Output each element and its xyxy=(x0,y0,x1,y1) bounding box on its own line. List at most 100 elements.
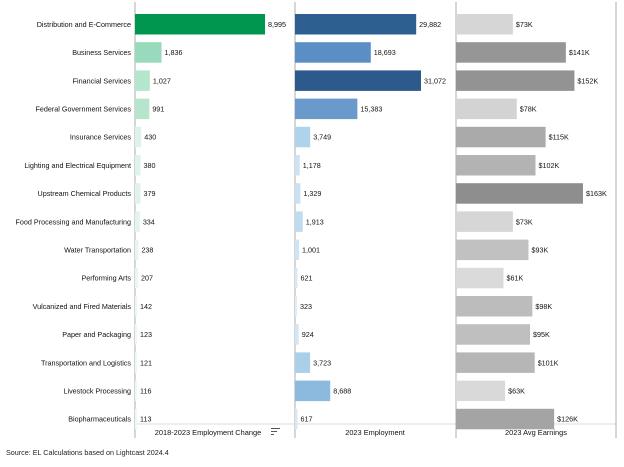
data-label: 142 xyxy=(140,302,152,311)
sort-descending-icon[interactable] xyxy=(271,428,280,436)
bar xyxy=(456,70,575,91)
data-label: 1,178 xyxy=(303,161,321,170)
data-label: 621 xyxy=(301,274,313,283)
bar xyxy=(295,126,311,148)
data-label: $73K xyxy=(516,217,533,226)
data-label: 1,001 xyxy=(302,245,320,254)
bar xyxy=(295,267,298,289)
category-label: Paper and Packaging xyxy=(62,330,131,339)
column-title: 2018-2023 Employment Change xyxy=(155,428,261,437)
data-label: 8,995 xyxy=(268,20,286,29)
bar xyxy=(295,70,421,91)
bar xyxy=(456,211,513,232)
data-label: 1,836 xyxy=(165,48,183,57)
category-label: Upstream Chemical Products xyxy=(38,189,132,198)
bar xyxy=(456,155,536,176)
data-label: 323 xyxy=(300,302,312,311)
panel-separators xyxy=(134,2,617,438)
panel-employment-change: 8,995 1,836 1,027 991 430 380 379 334 238 207 142 1… xyxy=(135,14,286,430)
bar xyxy=(456,126,546,148)
data-label: 380 xyxy=(143,161,155,170)
panel-avg-earnings: $73K $141K $152K $78K $115K $102K $163K $73K $93… xyxy=(456,14,607,430)
bar xyxy=(135,211,140,232)
bar xyxy=(456,296,533,317)
bar xyxy=(456,380,506,402)
data-label: $152K xyxy=(577,76,598,85)
data-label: 8,688 xyxy=(333,386,351,395)
data-label: 924 xyxy=(302,330,314,339)
data-label: 430 xyxy=(144,133,156,142)
bar xyxy=(135,296,138,317)
bar xyxy=(135,380,137,402)
bar xyxy=(295,211,303,232)
bar xyxy=(456,352,535,373)
category-label: Federal Government Services xyxy=(36,104,132,113)
bar xyxy=(295,380,331,402)
source-note: Source: EL Calculations based on Lightca… xyxy=(6,448,169,457)
category-label: Lighting and Electrical Equipment xyxy=(24,161,131,170)
bar xyxy=(295,155,300,176)
data-label: $126K xyxy=(557,415,578,424)
bar xyxy=(135,98,150,120)
bar xyxy=(135,126,142,148)
category-label: Performing Arts xyxy=(81,274,131,283)
bar xyxy=(456,14,513,35)
column-title: 2023 Employment xyxy=(345,428,405,437)
bar xyxy=(456,98,517,120)
bar xyxy=(135,324,137,345)
bar xyxy=(456,42,566,63)
bar xyxy=(135,42,162,63)
bar xyxy=(135,183,141,204)
data-label: 617 xyxy=(301,415,313,424)
data-label: 207 xyxy=(141,274,153,283)
bar xyxy=(456,324,531,345)
data-label: 18,693 xyxy=(374,48,396,57)
data-label: 116 xyxy=(140,386,151,395)
bar xyxy=(295,296,297,317)
bar xyxy=(135,352,137,373)
data-label: $101K xyxy=(538,358,559,367)
data-label: 991 xyxy=(152,104,164,113)
category-label: Biopharmaceuticals xyxy=(68,415,131,424)
bar xyxy=(295,183,301,204)
data-label: 123 xyxy=(140,330,152,339)
data-label: $78K xyxy=(520,104,537,113)
data-label: 1,329 xyxy=(303,189,321,198)
bar xyxy=(295,42,371,63)
bar xyxy=(295,98,358,120)
data-label: 29,882 xyxy=(419,20,441,29)
category-label: Business Services xyxy=(72,48,131,57)
data-label: 1,913 xyxy=(306,217,324,226)
data-label: $63K xyxy=(508,386,525,395)
data-label: $73K xyxy=(516,20,533,29)
data-label: $141K xyxy=(569,48,590,57)
category-label: Food Processing and Manufacturing xyxy=(16,217,131,226)
category-label: Water Transportation xyxy=(64,245,131,254)
category-label: Vulcanized and Fired Materials xyxy=(33,302,132,311)
data-label: $163K xyxy=(586,189,607,198)
data-label: 113 xyxy=(140,415,151,424)
bar xyxy=(135,408,137,430)
category-label: Livestock Processing xyxy=(63,386,131,395)
column-titles: 2018-2023 Employment Change 2023 Employme… xyxy=(155,428,567,437)
bar xyxy=(456,408,555,430)
bar xyxy=(135,14,265,35)
data-label: 3,723 xyxy=(313,358,331,367)
data-label: 15,383 xyxy=(360,104,382,113)
bar xyxy=(135,267,138,289)
panel-employment-2023: 29,882 18,693 31,072 15,383 3,749 1,178 1,329 1… xyxy=(295,14,446,430)
bar xyxy=(135,70,150,91)
column-title: 2023 Avg Earnings xyxy=(505,428,567,437)
data-label: $102K xyxy=(538,161,559,170)
category-label: Financial Services xyxy=(73,76,132,85)
data-label: 3,749 xyxy=(313,133,331,142)
bar xyxy=(295,14,417,35)
bar xyxy=(295,324,299,345)
bar xyxy=(456,183,583,204)
data-label: $115K xyxy=(549,133,569,142)
bar xyxy=(135,239,139,261)
bar xyxy=(135,155,141,176)
bar xyxy=(295,408,298,430)
data-label: 238 xyxy=(141,245,153,254)
